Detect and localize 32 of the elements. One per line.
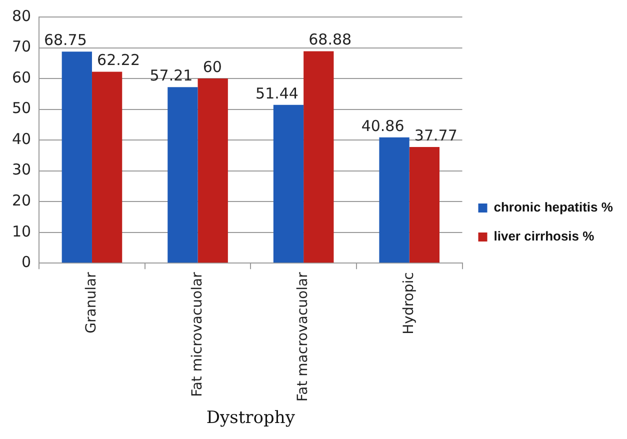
x-axis-title: Dystrophy <box>206 408 296 428</box>
x-tick-label: Fat microvacuolar <box>189 272 206 397</box>
data-label: 68.75 <box>44 31 87 50</box>
data-label: 40.86 <box>361 116 404 135</box>
y-tick-label: 70 <box>12 38 32 56</box>
bar <box>168 87 198 263</box>
data-label: 60 <box>202 58 222 76</box>
data-label: 37.77 <box>414 126 458 144</box>
x-tick-label: Hydropic <box>400 272 417 334</box>
bar <box>92 72 122 263</box>
data-label: 51.44 <box>256 84 298 102</box>
legend-label: chronic hepatitis % <box>494 200 614 215</box>
legend-label: liver cirrhosis % <box>494 228 595 244</box>
bar <box>198 78 228 263</box>
y-tick-label: 50 <box>12 99 32 118</box>
bar <box>409 146 440 263</box>
x-tick-label: Fat macrovacuolar <box>295 272 312 402</box>
y-tick-label: 0 <box>22 253 32 272</box>
y-tick-label: 10 <box>12 222 32 240</box>
bar <box>273 104 304 263</box>
bar <box>62 52 92 263</box>
data-label: 68.88 <box>308 30 352 49</box>
y-tick-label: 40 <box>12 130 32 148</box>
data-label: 57.21 <box>150 66 193 85</box>
y-tick-label: 60 <box>12 68 32 86</box>
y-tick-label: 30 <box>12 160 32 179</box>
bar <box>304 51 334 263</box>
bar <box>379 137 410 263</box>
data-label: 62.22 <box>97 51 140 70</box>
x-tick-label: Granular <box>84 272 100 334</box>
y-tick-label: 80 <box>12 6 32 25</box>
y-tick-label: 20 <box>12 192 32 210</box>
